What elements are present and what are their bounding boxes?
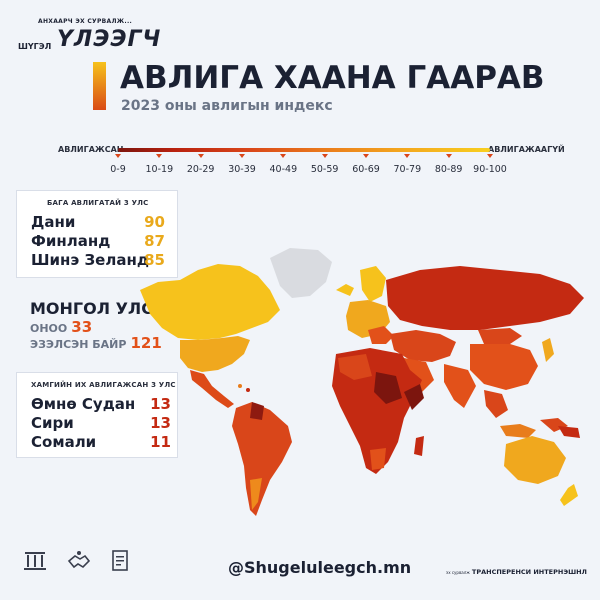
mongolia-score: 33: [71, 318, 93, 336]
country-name: Сири: [31, 414, 74, 432]
logo-tagline: АНХААРЧ ЭХ СУРВАЛЖ...: [38, 18, 133, 25]
scale-ticks: [115, 154, 493, 160]
title-accent-bar: [93, 62, 106, 110]
most-corrupt-row: Сири 13: [31, 414, 171, 434]
russia-shape: [386, 266, 584, 330]
least-corrupt-heading: БАГА АВЛИГАТАЙ 3 УЛС: [47, 199, 149, 207]
central-america-shape: [190, 370, 234, 408]
world-map: [140, 248, 584, 516]
scale-tick: [487, 154, 493, 158]
most-corrupt-row: Сомали 11: [31, 433, 171, 453]
mongolia-rank-line: ЭЗЭЛСЭН БАЙР 121: [30, 334, 162, 352]
mongolia-rank: 121: [130, 334, 162, 352]
greenland-shape: [270, 248, 332, 298]
scale-range-label: 60-69: [352, 164, 380, 175]
country-name: Дани: [31, 213, 76, 231]
source-credit: эх сурвалж ТРАНСПЕРЕНСИ ИНТЕРНЭШНЛ: [446, 568, 587, 576]
mongolia-shape: [478, 328, 522, 344]
source-credit-name: ТРАНСПЕРЕНСИ ИНТЕРНЭШНЛ: [471, 568, 587, 576]
scale-tick: [197, 154, 204, 158]
country-score: 85: [144, 251, 165, 269]
mongolia-title: МОНГОЛ УЛС: [30, 299, 153, 318]
scale-tick: [404, 154, 411, 158]
scale-range-label: 20-29: [186, 164, 215, 175]
country-score: 13: [150, 395, 171, 413]
scale-tick: [280, 154, 287, 158]
country-name: Финланд: [31, 232, 111, 250]
country-name: Шинэ Зеланд: [31, 251, 149, 269]
country-score: 87: [144, 232, 165, 250]
scale-range-label: 40-49: [269, 164, 298, 175]
scale-range-label: 30-39: [228, 164, 256, 175]
handshake-icon: [67, 551, 91, 569]
source-credit-prefix: эх сурвалж: [446, 570, 470, 575]
usa-shape: [180, 336, 250, 372]
india-shape: [444, 364, 476, 408]
scale-range-label: 10-19: [145, 164, 174, 175]
australia-shape: [504, 436, 566, 484]
most-corrupt-row: Өмнө Судан 13: [31, 395, 171, 415]
country-score: 11: [150, 433, 171, 451]
page-title: АВЛИГА ХААНА ГААРАВ: [120, 60, 545, 96]
least-corrupt-panel: БАГА АВЛИГАТАЙ 3 УЛС Дани 90 Финланд 87 …: [16, 190, 178, 278]
least-corrupt-row: Шинэ Зеланд 85: [31, 251, 165, 271]
document-icon: [112, 550, 128, 571]
mongolia-score-line: ОНОО 33: [30, 318, 92, 336]
least-corrupt-row: Финланд 87: [31, 232, 165, 252]
scale-range-label: 90-100: [473, 164, 507, 175]
scale-range-label: 80-89: [434, 164, 463, 175]
scale-right-label: АВЛИГАЖААГҮЙ: [488, 145, 565, 154]
scale-gradient-bar: [118, 148, 490, 152]
logo-small-text: ШҮГЭЛ: [18, 42, 52, 51]
new-zealand-shape: [560, 484, 578, 506]
logo-name: ҮЛЭЭГЧ: [57, 27, 162, 52]
scale-range-labels: 0-9 10-19 20-29 30-39 40-49 50-59 60-69 70-79 80…: [104, 164, 507, 178]
north-america-north-shape: [140, 264, 280, 340]
most-corrupt-heading: ХАМГИЙН ИХ АВЛИГАЖСАН 3 УЛС: [31, 381, 176, 389]
scale-tick: [239, 154, 245, 158]
country-name: Сомали: [31, 433, 97, 451]
country-score: 13: [150, 414, 171, 432]
mongolia-score-label: ОНОО: [30, 322, 68, 335]
scale-tick: [156, 154, 163, 158]
scale-left-label: АВЛИГАЖСАН: [58, 145, 124, 154]
country-name: Өмнө Судан: [31, 395, 136, 413]
south-america-shape: [232, 402, 292, 516]
scale-tick: [115, 154, 121, 158]
scale-tick: [445, 154, 452, 158]
china-shape: [470, 344, 538, 390]
country-score: 90: [144, 213, 165, 231]
most-corrupt-panel: ХАМГИЙН ИХ АВЛИГАЖСАН 3 УЛС Өмнө Судан 1…: [16, 372, 178, 458]
europe-shape: [336, 284, 354, 296]
mongolia-rank-label: ЭЗЭЛСЭН БАЙР: [30, 338, 127, 351]
social-handle: @Shugeluleegch.mn: [228, 558, 412, 577]
scale-tick: [321, 154, 328, 158]
least-corrupt-row: Дани 90: [31, 213, 165, 233]
scale-tick: [363, 154, 369, 158]
scale-range-label: 70-79: [393, 164, 422, 175]
court-icon: [24, 552, 46, 570]
page-subtitle: 2023 оны авлигын индекс: [121, 98, 333, 114]
scale-range-label: 50-59: [310, 164, 339, 175]
scale-range-label: 0-9: [110, 164, 126, 175]
